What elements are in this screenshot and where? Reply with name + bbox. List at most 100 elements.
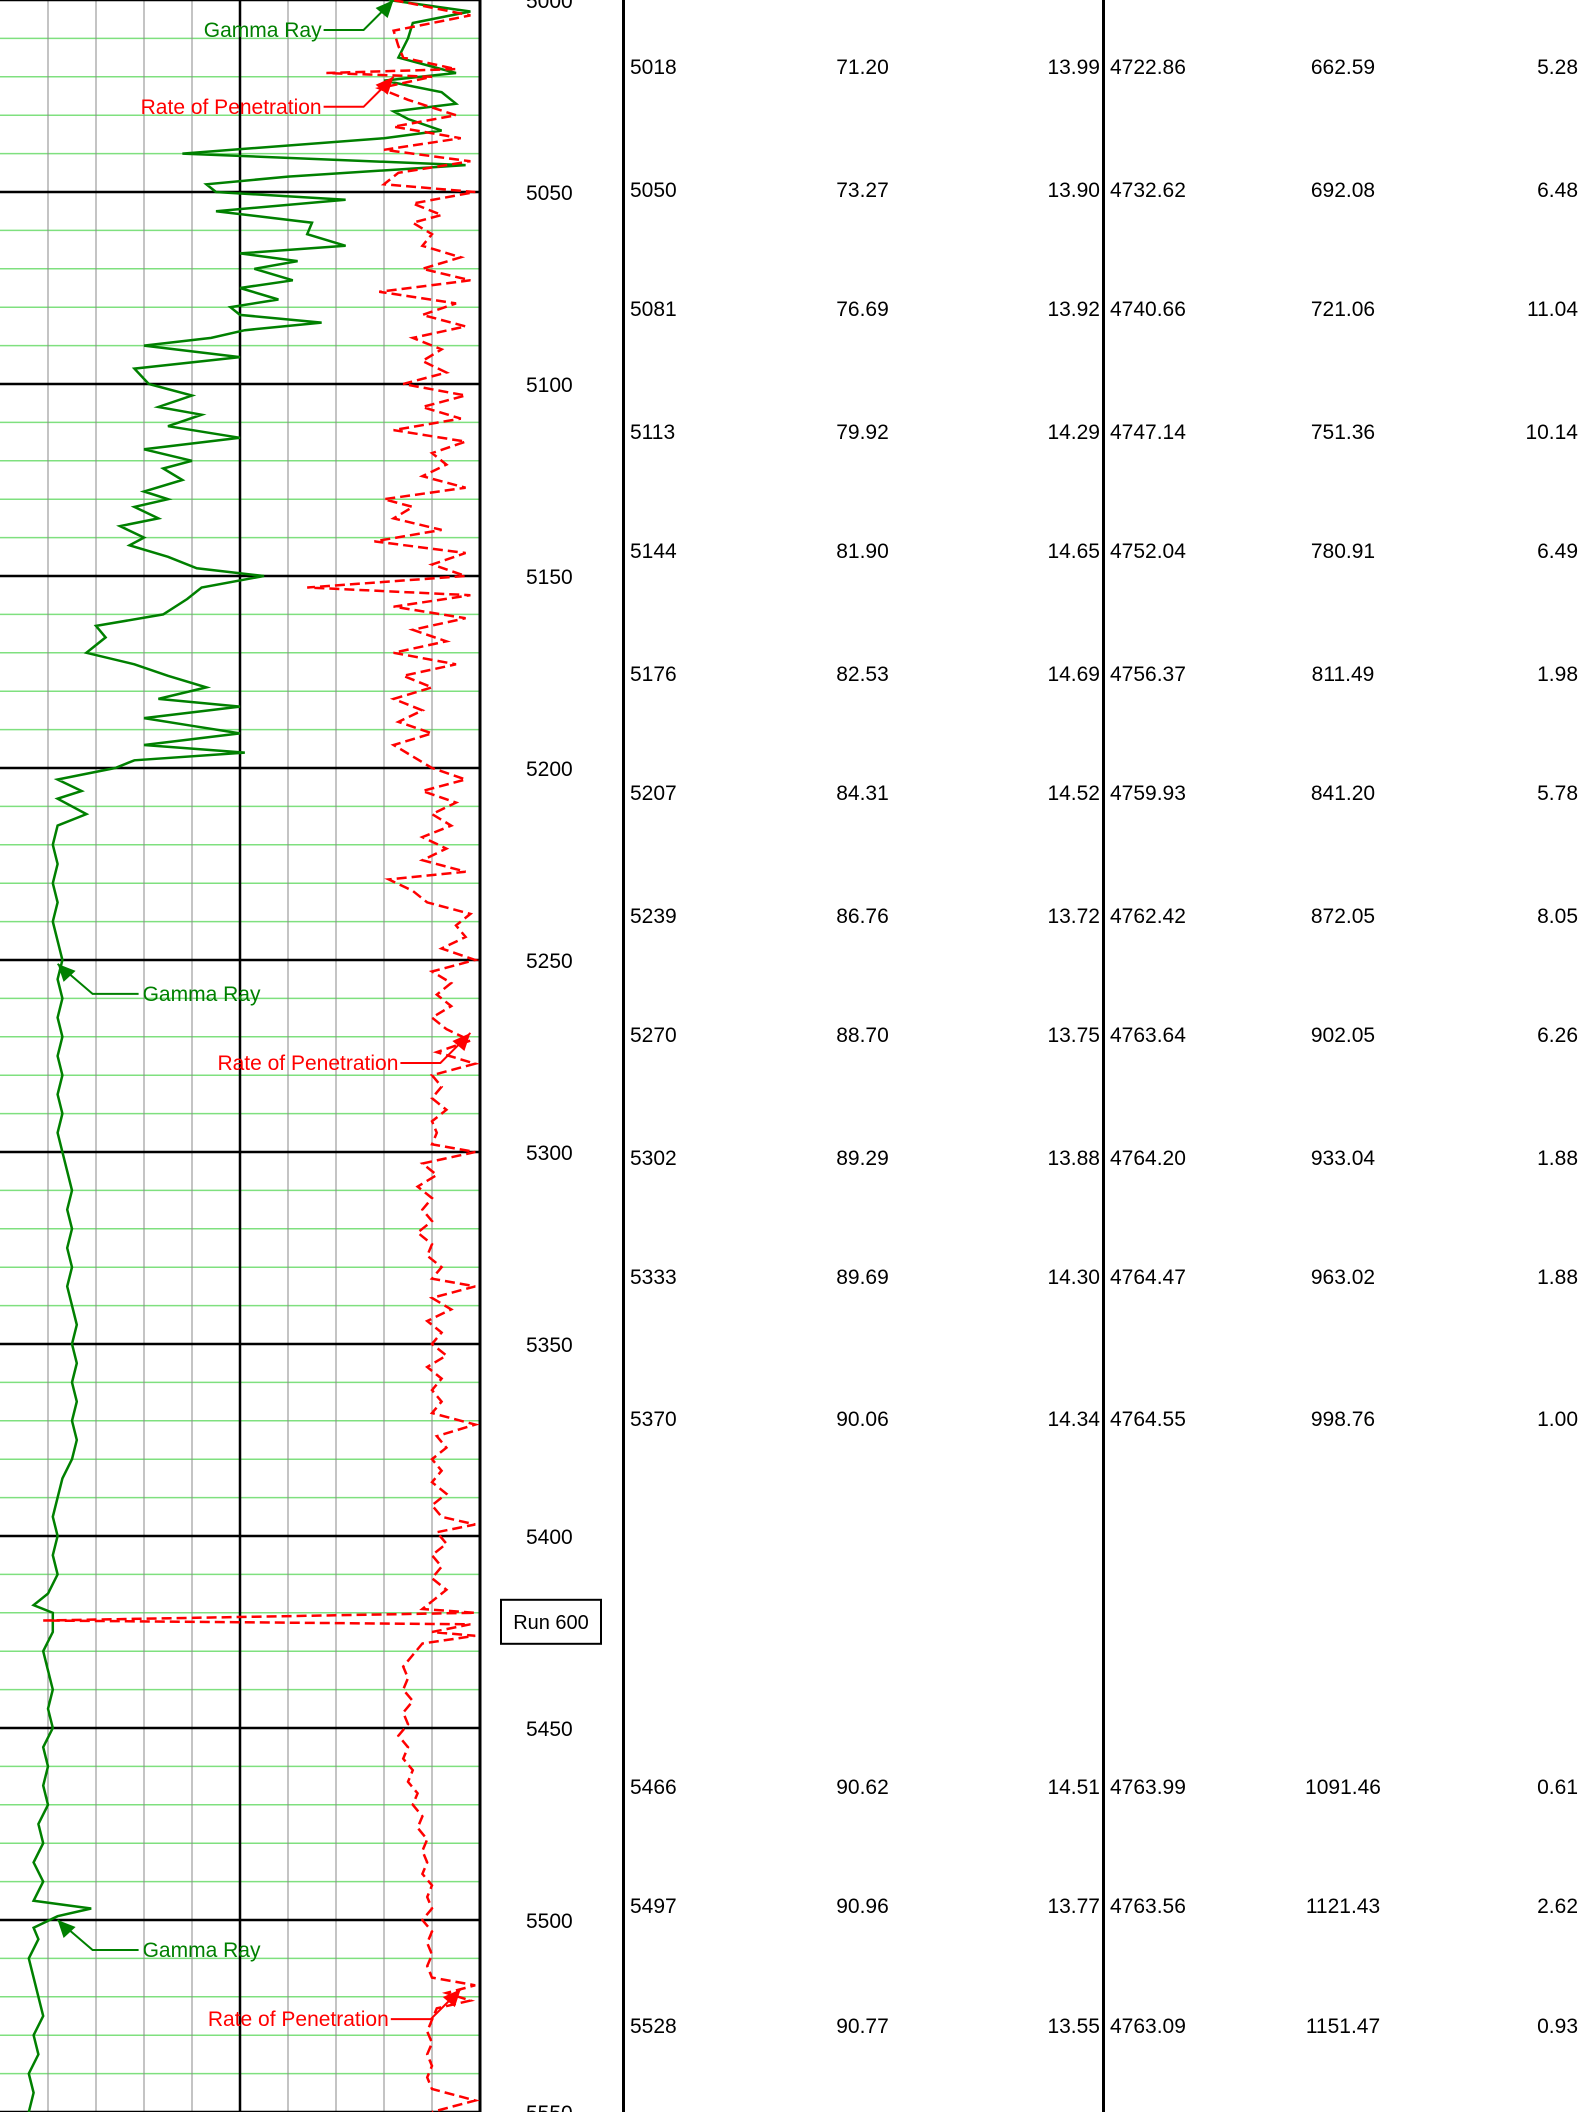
table-cell-vs: 751.36 [1310,420,1376,444]
table-cell-azi: 13.92 [1047,298,1100,322]
depth-label-5450: 5450 [526,1718,573,1741]
table-cell-azi: 13.99 [1047,56,1100,80]
table-left-divider [622,0,625,2112]
table-cell-azi: 13.77 [1047,1895,1100,1919]
table-cell-vs: 998.76 [1310,1407,1376,1431]
table-cell-inc: 90.06 [836,1407,889,1431]
table-cell-inc: 89.29 [836,1146,889,1170]
callout-label-1: Rate of Penetration [141,96,322,119]
table-cell-md: 5466 [630,1776,677,1800]
table-cell-inc: 90.62 [836,1776,889,1800]
table-cell-dls: 6.49 [1537,539,1578,563]
table-cell-inc: 86.76 [836,904,889,928]
table-mid-divider [1102,0,1105,2112]
callout-label-4: Gamma Ray [143,1939,261,1962]
table-cell-vs: 841.20 [1310,781,1376,805]
table-cell-dls: 5.78 [1537,781,1578,805]
table-cell-md: 5302 [630,1146,677,1170]
table-cell-vs: 1091.46 [1305,1776,1381,1800]
table-cell-md: 5270 [630,1023,677,1047]
table-cell-tvd: 4763.56 [1110,1895,1186,1919]
table-cell-azi: 14.34 [1047,1407,1100,1431]
table-cell-tvd: 4764.20 [1110,1146,1186,1170]
table-cell-inc: 88.70 [836,1023,889,1047]
table-cell-tvd: 4763.09 [1110,2014,1186,2038]
callout-label-3: Rate of Penetration [217,1052,398,1075]
table-cell-md: 5081 [630,298,677,322]
table-cell-inc: 82.53 [836,662,889,686]
callout-arrowhead [57,963,76,982]
curve-annotations: Gamma Ray Rate of Penetration Gamma Ray Rat… [56,0,472,2031]
table-cell-tvd: 4762.42 [1110,904,1186,928]
table-cell-azi: 13.72 [1047,904,1100,928]
table-cell-inc: 79.92 [836,420,889,444]
table-cell-vs: 721.06 [1310,298,1376,322]
depth-label-5500: 5500 [526,1910,573,1933]
depth-label-5050: 5050 [526,182,573,205]
depth-label-5550: 5550 [526,2102,573,2112]
depth-label-5000: 5000 [526,0,573,13]
table-cell-md: 5497 [630,1895,677,1919]
callout-arrowhead [452,1032,471,1051]
table-cell-inc: 90.96 [836,1895,889,1919]
table-cell-tvd: 4756.37 [1110,662,1186,686]
table-cell-tvd: 4759.93 [1110,781,1186,805]
run-marker: Run 600 [500,1598,602,1645]
log-grid [0,0,482,2112]
table-cell-azi: 13.75 [1047,1023,1100,1047]
depth-label-5200: 5200 [526,758,573,781]
table-cell-md: 5050 [630,179,677,202]
table-cell-vs: 933.04 [1310,1146,1376,1170]
table-cell-dls: 10.14 [1525,420,1578,444]
table-cell-azi: 14.29 [1047,420,1100,444]
table-cell-md: 5333 [630,1265,677,1289]
callout-label-5: Rate of Penetration [208,2008,389,2031]
callout-arrowhead [375,0,394,18]
table-cell-vs: 692.08 [1310,179,1376,202]
depth-label-5150: 5150 [526,566,573,589]
table-cell-vs: 902.05 [1310,1023,1376,1047]
depth-label-5100: 5100 [526,374,573,397]
depth-label-5400: 5400 [526,1526,573,1549]
table-cell-vs: 963.02 [1310,1265,1376,1289]
callout-arrowhead [57,1920,76,1938]
table-cell-dls: 0.93 [1537,2014,1578,2038]
table-cell-azi: 13.88 [1047,1146,1100,1170]
callout-arrowhead [375,76,394,95]
depth-label-5350: 5350 [526,1334,573,1357]
table-cell-inc: 76.69 [836,298,889,322]
table-cell-vs: 662.59 [1310,56,1376,80]
table-cell-inc: 84.31 [836,781,889,805]
table-cell-tvd: 4732.62 [1110,179,1186,202]
table-cell-md: 5018 [630,56,677,80]
table-cell-azi: 14.65 [1047,539,1100,563]
table-cell-azi: 13.55 [1047,2014,1100,2038]
table-cell-vs: 780.91 [1310,539,1376,563]
table-cell-azi: 14.52 [1047,781,1100,805]
table-cell-azi: 14.30 [1047,1265,1100,1289]
table-cell-dls: 1.88 [1537,1265,1578,1289]
callout-label-2: Gamma Ray [143,983,261,1006]
table-cell-dls: 1.88 [1537,1146,1578,1170]
run-box-label: Run 600 [513,1612,589,1634]
table-cell-tvd: 4722.86 [1110,56,1186,80]
table-cell-tvd: 4763.64 [1110,1023,1186,1047]
table-cell-azi: 13.90 [1047,179,1100,202]
table-cell-md: 5144 [630,539,677,563]
table-cell-tvd: 4764.47 [1110,1265,1186,1289]
table-cell-md: 5207 [630,781,677,805]
table-cell-inc: 73.27 [836,179,889,202]
table-cell-dls: 0.61 [1537,1776,1578,1800]
table-cell-dls: 11.04 [1527,298,1578,322]
table-cell-tvd: 4752.04 [1110,539,1186,563]
table-cell-dls: 5.28 [1537,56,1578,80]
table-cell-tvd: 4747.14 [1110,420,1186,444]
table-cell-md: 5528 [630,2014,677,2038]
table-cell-azi: 14.51 [1047,1776,1100,1800]
table-cell-inc: 81.90 [836,539,889,563]
table-cell-md: 5370 [630,1407,677,1431]
table-cell-md: 5176 [630,662,677,686]
table-cell-tvd: 4740.66 [1110,298,1186,322]
